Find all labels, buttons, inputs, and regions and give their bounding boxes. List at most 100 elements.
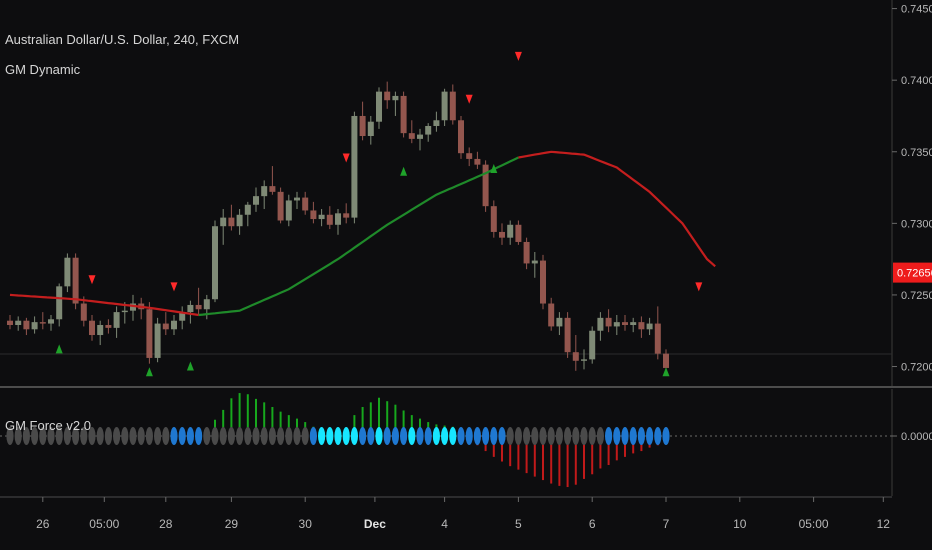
candle[interactable]	[540, 254, 546, 310]
candle[interactable]	[384, 81, 391, 109]
candle[interactable]	[548, 297, 555, 331]
candle[interactable]	[130, 294, 136, 321]
candle[interactable]	[581, 349, 587, 370]
candle[interactable]	[605, 309, 612, 333]
candle[interactable]	[179, 306, 186, 330]
candle[interactable]	[302, 191, 309, 215]
time-tick-label: 6	[589, 517, 596, 531]
force-dot	[72, 427, 80, 445]
candle[interactable]	[203, 294, 210, 320]
candle[interactable]	[80, 296, 87, 327]
candle[interactable]	[105, 319, 112, 334]
candle[interactable]	[351, 111, 358, 224]
candle[interactable]	[564, 312, 571, 358]
candle[interactable]	[597, 312, 604, 341]
candle[interactable]	[253, 187, 259, 212]
indicator-pane[interactable]: 0.0000	[0, 389, 932, 496]
candle[interactable]	[220, 209, 227, 245]
candle[interactable]	[417, 128, 423, 151]
candle[interactable]	[277, 187, 284, 224]
candle[interactable]	[31, 316, 38, 334]
candle[interactable]	[154, 317, 161, 363]
candle[interactable]	[466, 147, 473, 167]
candle[interactable]	[7, 314, 13, 330]
candle[interactable]	[589, 326, 596, 364]
candle-body	[121, 310, 128, 313]
candle[interactable]	[244, 201, 251, 227]
candle[interactable]	[64, 253, 71, 293]
candle[interactable]	[89, 314, 95, 341]
candle[interactable]	[326, 206, 333, 230]
candle[interactable]	[556, 312, 563, 336]
candle[interactable]	[531, 251, 538, 278]
candle[interactable]	[367, 115, 374, 145]
candle[interactable]	[638, 316, 645, 338]
candle[interactable]	[39, 312, 46, 330]
candle[interactable]	[392, 91, 399, 116]
candle-body	[613, 322, 620, 327]
candle[interactable]	[630, 317, 637, 333]
candle[interactable]	[400, 91, 407, 138]
candle[interactable]	[187, 300, 194, 324]
force-dot	[391, 427, 399, 445]
candle[interactable]	[425, 123, 432, 142]
candle[interactable]	[48, 314, 54, 331]
candle[interactable]	[56, 283, 63, 327]
candle[interactable]	[408, 120, 415, 144]
candle[interactable]	[146, 302, 153, 364]
candle[interactable]	[335, 209, 341, 235]
candle[interactable]	[269, 166, 276, 195]
candle[interactable]	[343, 203, 350, 224]
candle[interactable]	[613, 314, 620, 336]
candle[interactable]	[228, 204, 235, 231]
candle[interactable]	[359, 101, 366, 141]
force-dot	[55, 427, 63, 445]
candle[interactable]	[474, 151, 481, 169]
moving-average-bearish-segment	[9, 293, 199, 317]
candle[interactable]	[441, 88, 448, 126]
candle[interactable]	[572, 335, 579, 371]
buy-signal-arrow	[662, 367, 670, 377]
candle[interactable]	[458, 115, 464, 159]
candle[interactable]	[318, 209, 325, 227]
time-axis[interactable]: 26 05:00 28 29 30 Dec 4 5 6 7 10 05:00 12	[36, 497, 890, 531]
candle[interactable]	[490, 200, 497, 238]
candle[interactable]	[212, 220, 218, 303]
force-dot	[170, 427, 178, 445]
candle[interactable]	[162, 312, 169, 336]
candle[interactable]	[15, 316, 22, 331]
candle[interactable]	[433, 111, 440, 132]
candle[interactable]	[195, 287, 202, 315]
candle[interactable]	[171, 314, 177, 336]
candle[interactable]	[515, 220, 522, 245]
candle[interactable]	[261, 180, 268, 210]
candle[interactable]	[622, 314, 628, 331]
symbol-title[interactable]: Australian Dollar/U.S. Dollar, 240, FXCM	[5, 32, 239, 47]
candle[interactable]	[23, 317, 30, 336]
candle[interactable]	[294, 191, 300, 210]
candle[interactable]	[646, 317, 653, 336]
candle[interactable]	[499, 223, 505, 245]
candle[interactable]	[376, 87, 382, 129]
indicator-axis[interactable]: 0.0000	[892, 431, 932, 443]
candle[interactable]	[482, 160, 489, 212]
candle[interactable]	[654, 306, 661, 360]
candle[interactable]	[310, 201, 317, 224]
candle[interactable]	[523, 237, 530, 270]
candle[interactable]	[285, 194, 292, 227]
force-dot	[367, 427, 375, 445]
candle[interactable]	[236, 209, 243, 235]
candle-body	[408, 133, 415, 139]
candle[interactable]	[449, 84, 456, 125]
candle-body	[548, 303, 555, 327]
sub-indicator-label[interactable]: GM Force v2.0	[5, 418, 91, 433]
candle[interactable]	[507, 220, 514, 245]
candle[interactable]	[113, 306, 120, 338]
candle[interactable]	[97, 320, 104, 346]
main-indicator-label[interactable]: GM Dynamic	[5, 62, 81, 77]
candle[interactable]	[72, 253, 79, 310]
